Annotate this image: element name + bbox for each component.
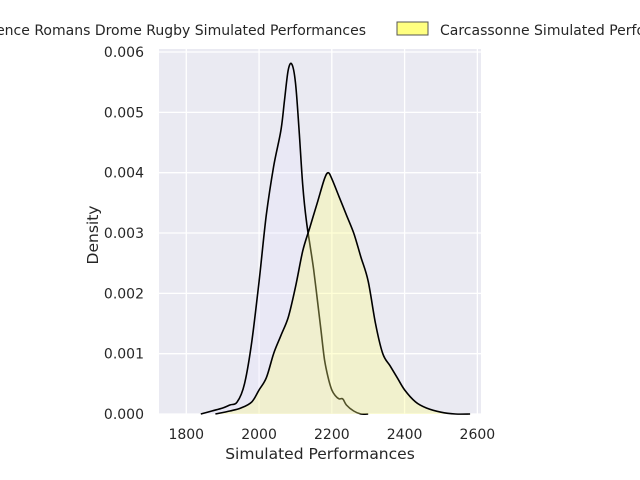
density-line-1 (215, 171, 471, 415)
x-tick-label: 2200 (314, 427, 350, 443)
legend-label-valence: Valence Romans Drome Rugby Simulated Per… (0, 23, 366, 39)
x-tick-label: 2600 (460, 427, 496, 443)
density-line-0 (200, 62, 369, 416)
y-tick-label: 0.001 (104, 347, 144, 363)
x-tick-label: 2400 (387, 427, 423, 443)
legend: Valence Romans Drome Rugby Simulated Per… (0, 21, 640, 39)
y-axis-label: Density (84, 206, 102, 265)
plot-area: 1800 2000 2200 2400 2600 0.000 0.001 0.002 0.003… (104, 45, 495, 443)
legend-label-carcassonne: Carcassonne Simulated Performances (440, 23, 640, 39)
x-tick-label: 2000 (241, 427, 277, 443)
density-area-1 (215, 172, 471, 415)
y-tick-label: 0.006 (104, 45, 144, 61)
x-axis-label: Simulated Performances (225, 445, 415, 463)
legend-swatch-carcassonne (396, 21, 429, 36)
x-tick-label: 1800 (168, 427, 204, 443)
density-area-0 (200, 63, 369, 415)
y-tick-label: 0.003 (104, 226, 144, 242)
y-tick-label: 0.002 (104, 286, 144, 302)
y-tick-label: 0.005 (104, 105, 144, 121)
y-tick-label: 0.000 (104, 407, 144, 423)
y-tick-label: 0.004 (104, 166, 144, 182)
